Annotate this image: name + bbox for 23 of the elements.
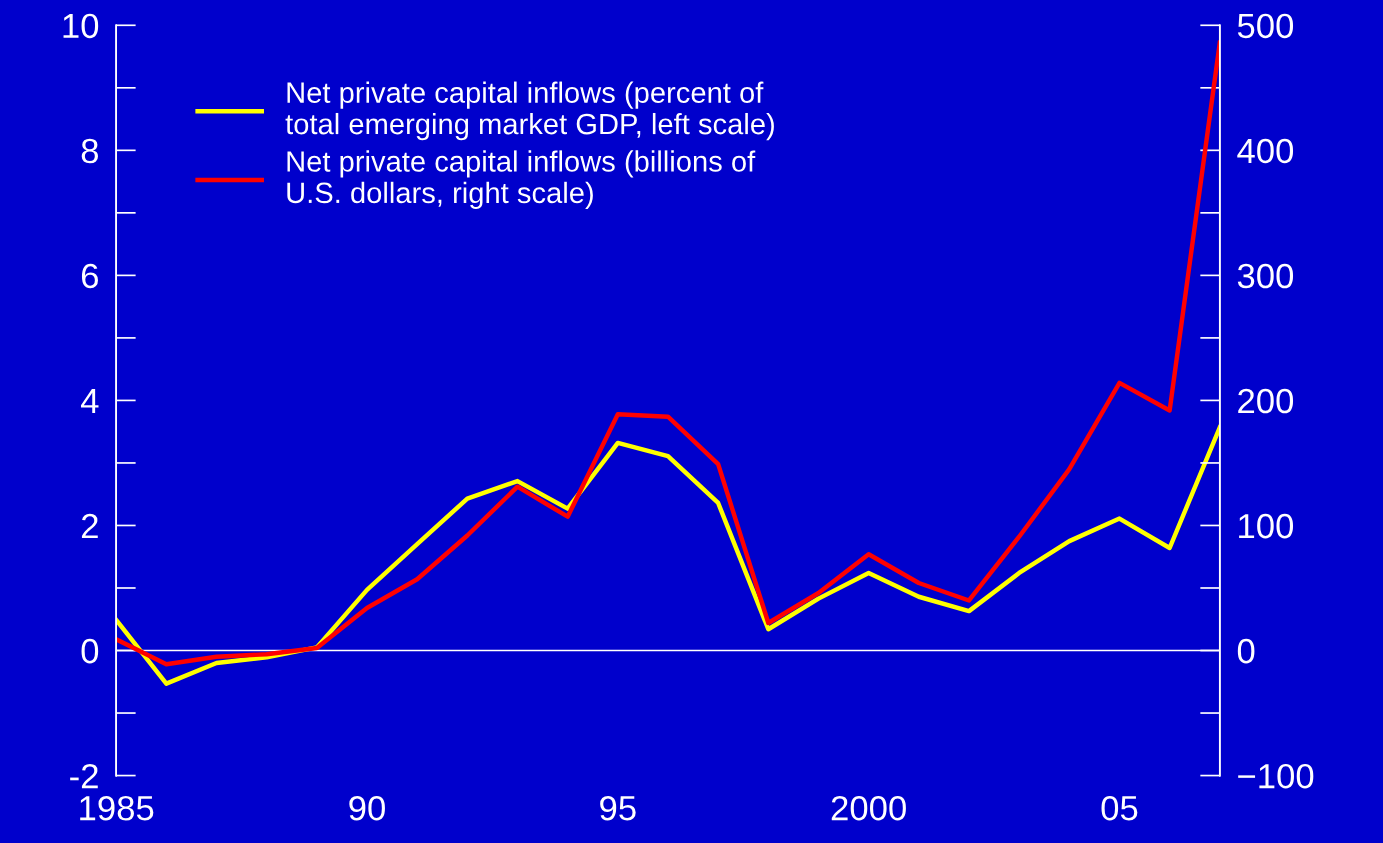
line-series [116,40,1220,667]
y-tick-label: -2 [70,763,98,789]
x-tick-label: 2000 [831,795,906,821]
y2-tick-label: 200 [1238,388,1294,414]
x-tick-label: 90 [349,795,385,821]
y2-tick-label: 400 [1237,138,1294,164]
legend-label: Net private capital inflows (percent of total emerging market GDP, left scale) [285,81,774,141]
y-tick-label: 0 [81,638,99,664]
x-tick-label: 1985 [80,795,154,821]
y2-tick-label: 100 [1239,513,1294,539]
legend-label: Net private capital inflows (billions of U.S. dollars, right scale) [287,150,756,209]
y-tick-label: 4 [80,389,99,414]
y-tick-label: 10 [63,13,99,39]
line-series [116,425,1220,686]
y2-tick-label: 0 [1237,638,1255,664]
y2-tick-label: −100 [1238,763,1314,789]
y2-tick-label: 500 [1237,13,1294,39]
x-tick-label: 05 [1101,795,1138,821]
y-tick-label: 2 [81,513,98,539]
y-tick-label: 8 [81,138,98,164]
x-tick-label: 95 [600,795,636,821]
y-tick-label: 6 [81,263,98,289]
y2-tick-label: 300 [1237,263,1294,289]
